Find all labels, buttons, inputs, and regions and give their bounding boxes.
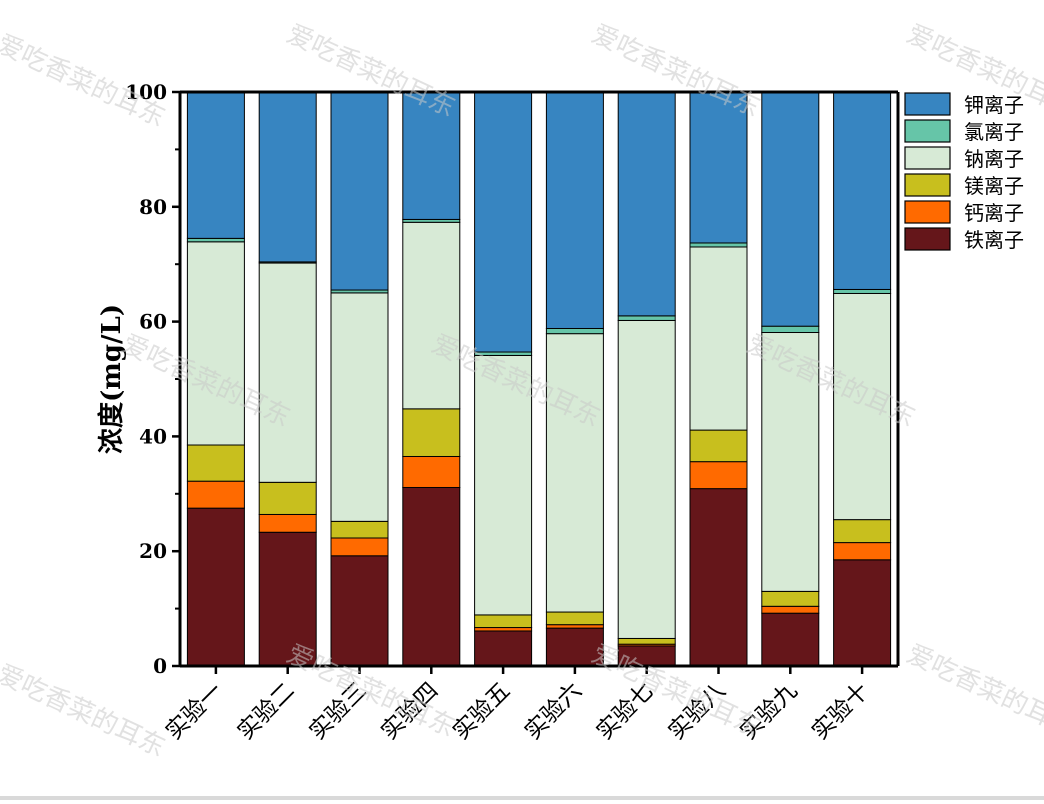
bar-segment — [474, 627, 533, 632]
legend-swatch — [904, 173, 951, 197]
bar-segment — [761, 332, 820, 592]
bar-segment — [689, 429, 748, 463]
bar-segment — [689, 246, 748, 431]
bar-segment — [402, 221, 461, 410]
legend-swatch — [904, 227, 951, 251]
bar-segment — [402, 91, 461, 220]
bar-segment — [258, 481, 317, 515]
bar-segment — [186, 480, 245, 509]
x-tick-label: 实验一 — [161, 678, 228, 745]
bar-segment — [833, 519, 892, 544]
bar-segment — [833, 559, 892, 667]
x-tick-label: 实验二 — [233, 678, 300, 745]
bars-layer — [186, 91, 892, 667]
bar-segment — [258, 91, 317, 263]
bar-segment — [186, 241, 245, 446]
axes-layer — [172, 90, 900, 674]
legend-label: 铁离子 — [964, 228, 1024, 252]
y-tick-label: 80 — [139, 195, 167, 219]
bar-segment — [186, 237, 245, 243]
bar-segment — [617, 91, 676, 317]
bar-segment — [761, 91, 820, 327]
bar-segment — [689, 461, 748, 490]
x-tick-label: 实验六 — [520, 678, 587, 745]
bar-segment — [474, 91, 533, 353]
legend-swatch — [904, 200, 951, 224]
bar-segment — [545, 624, 604, 629]
bar-segment — [833, 288, 892, 294]
legend-label: 钠离子 — [964, 147, 1024, 171]
x-tick-label: 实验五 — [448, 678, 515, 745]
y-tick-label: 60 — [139, 310, 167, 334]
bar-segment — [402, 455, 461, 488]
bar-segment — [186, 507, 245, 667]
bar-segment — [761, 590, 820, 607]
y-tick-label: 0 — [153, 654, 167, 678]
bar-segment — [617, 637, 676, 645]
watermark-text: 爱吃香菜的耳东 — [587, 19, 765, 123]
y-tick-label: 100 — [125, 80, 167, 104]
y-tick-label: 40 — [139, 424, 167, 448]
bar-segment — [474, 630, 533, 667]
bar-segment — [474, 354, 533, 616]
bar-segment — [761, 612, 820, 667]
bar-segment — [833, 292, 892, 521]
bar-segment — [689, 488, 748, 667]
bar-segment — [545, 611, 604, 626]
bar-segment — [258, 513, 317, 533]
legend-label: 钙离子 — [964, 201, 1024, 225]
bottom-strip — [0, 796, 1044, 800]
bar-segment — [761, 325, 820, 334]
bar-segment — [330, 292, 389, 522]
bar-segment — [617, 319, 676, 639]
x-tick-label: 实验十 — [807, 678, 874, 745]
bar-segment — [258, 531, 317, 667]
bar-segment — [330, 537, 389, 557]
bar-segment — [402, 486, 461, 667]
bar-segment — [545, 91, 604, 329]
legend-swatch — [904, 119, 951, 143]
legend-label: 氯离子 — [964, 120, 1024, 144]
bar-segment — [474, 614, 533, 629]
bar-segment — [186, 444, 245, 482]
legend-swatch — [904, 92, 951, 116]
y-axis-title: 浓度(mg/L) — [96, 304, 127, 454]
watermark-text: 爱吃香菜的耳东 — [902, 639, 1044, 743]
legend-label: 钾离子 — [964, 93, 1024, 117]
bar-segment — [330, 520, 389, 539]
bar-segment — [689, 242, 748, 248]
bar-segment — [761, 605, 820, 614]
y-tick-label: 20 — [139, 539, 167, 563]
legend-label: 镁离子 — [964, 174, 1024, 198]
bar-segment — [689, 91, 748, 244]
bar-segment — [402, 408, 461, 457]
bar-segment — [330, 91, 389, 291]
bar-segment — [258, 262, 317, 483]
bar-segment — [186, 91, 245, 239]
watermark-text: 爱吃香菜的耳东 — [0, 659, 170, 763]
bar-segment — [330, 555, 389, 667]
bar-segment — [545, 627, 604, 667]
bar-segment — [545, 327, 604, 335]
bar-segment — [833, 542, 892, 561]
legend-swatch — [904, 146, 951, 170]
bar-segment — [617, 315, 676, 321]
bar-segment — [545, 333, 604, 613]
bar-segment — [833, 91, 892, 290]
